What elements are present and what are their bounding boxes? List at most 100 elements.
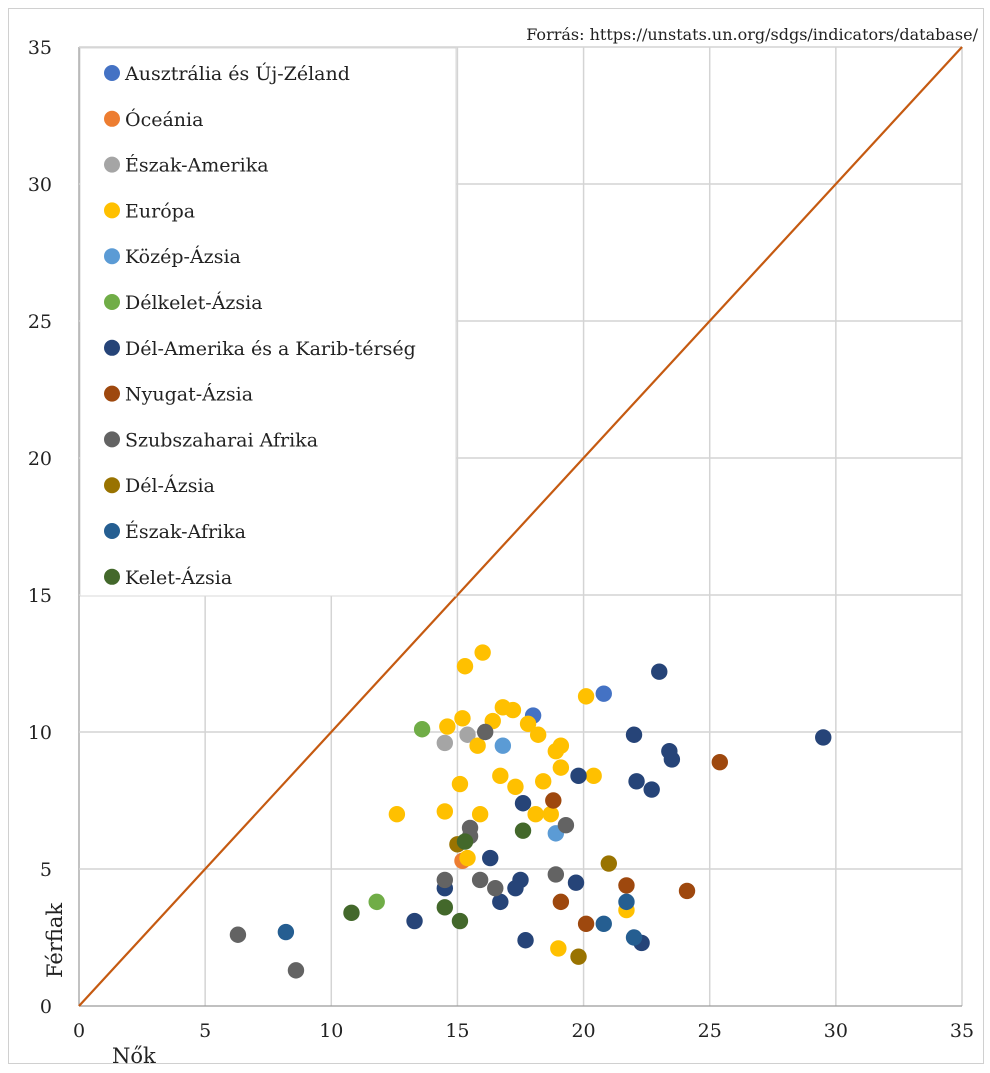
y-axis-title: Férfiak <box>43 903 67 978</box>
legend-marker <box>104 523 120 539</box>
data-point <box>577 915 595 932</box>
legend-box <box>79 47 457 597</box>
data-point <box>436 871 454 889</box>
data-point <box>343 904 360 922</box>
data-point <box>287 962 305 979</box>
data-point <box>476 723 494 741</box>
data-point <box>439 718 456 735</box>
data-point <box>628 773 645 790</box>
data-point <box>527 806 544 823</box>
legend-marker <box>104 65 120 81</box>
data-point <box>585 767 602 785</box>
data-point <box>552 759 570 776</box>
legend-entry-label: Óceánia <box>125 108 203 131</box>
reference-line-layer <box>78 46 963 1007</box>
data-point <box>454 710 471 727</box>
data-point <box>547 866 565 883</box>
legend-marker <box>104 431 120 448</box>
data-point <box>557 816 575 834</box>
data-point <box>471 871 489 889</box>
data-point <box>595 915 612 932</box>
x-tick-label: 5 <box>199 1020 211 1042</box>
y-tick-label: 5 <box>40 859 52 881</box>
data-point <box>711 753 729 771</box>
legend-entry-label: Európa <box>125 200 195 222</box>
data-point <box>514 822 532 839</box>
legend-entry-label: Kelet-Ázsia <box>125 566 232 589</box>
legend-entry-label: Dél-Ázsia <box>125 474 215 497</box>
data-point <box>550 940 567 957</box>
data-point <box>625 726 643 743</box>
data-point <box>459 849 476 867</box>
data-point <box>529 726 547 743</box>
data-point <box>482 849 499 867</box>
data-point <box>487 879 504 897</box>
data-point <box>459 726 476 743</box>
data-point <box>643 781 660 798</box>
legend-marker <box>104 202 120 219</box>
data-point <box>567 874 585 891</box>
x-axis-title: Nők <box>112 1044 156 1068</box>
legend-marker <box>104 248 120 265</box>
data-point <box>678 882 696 900</box>
data-point <box>535 773 552 790</box>
data-point <box>514 795 532 812</box>
source-note: Forrás: https://unstats.un.org/sdgs/indi… <box>526 25 978 44</box>
legend-entry-label: Észak-Amerika <box>125 154 269 177</box>
data-points <box>229 644 832 979</box>
data-point <box>388 806 406 823</box>
data-point <box>663 751 681 768</box>
legend-entry-label: Közép-Ázsia <box>125 245 241 268</box>
data-point <box>625 929 643 946</box>
legend-entry-label: Ausztrália és Új-Zéland <box>124 62 350 85</box>
data-point <box>456 658 474 675</box>
data-point <box>456 833 474 850</box>
legend-marker <box>104 156 120 173</box>
data-point <box>277 923 295 941</box>
x-tick-label: 20 <box>571 1020 595 1042</box>
data-point <box>570 948 587 965</box>
data-point <box>436 734 454 752</box>
data-point <box>547 742 565 760</box>
data-point <box>492 893 509 911</box>
data-point <box>436 899 454 916</box>
data-point <box>368 893 385 911</box>
y-tick-label: 25 <box>28 311 52 333</box>
data-point <box>413 721 431 738</box>
legend-entry-label: Szubszaharai Afrika <box>125 429 318 451</box>
legend-entry-label: Nyugat-Ázsia <box>125 383 253 406</box>
x-tick-label: 35 <box>950 1020 974 1042</box>
data-point <box>600 855 617 872</box>
x-tick-label: 0 <box>73 1020 85 1042</box>
data-point <box>570 767 587 785</box>
legend-entry-label: Délkelet-Ázsia <box>125 291 263 314</box>
data-point <box>618 877 635 894</box>
data-point <box>507 879 524 897</box>
data-point <box>507 778 524 795</box>
legend-marker <box>104 294 120 310</box>
data-point <box>504 701 522 719</box>
data-point <box>577 688 595 705</box>
data-point <box>492 767 509 785</box>
data-point <box>517 932 534 949</box>
data-point <box>552 893 570 911</box>
data-point <box>618 893 635 911</box>
y-tick-label: 15 <box>28 585 52 607</box>
legend-marker <box>104 339 120 356</box>
data-point <box>595 685 612 702</box>
x-tick-label: 10 <box>319 1020 343 1042</box>
x-tick-label: 30 <box>824 1020 848 1042</box>
data-point <box>229 926 247 943</box>
legend-marker <box>104 110 120 127</box>
data-point <box>542 806 559 823</box>
data-point <box>471 806 489 823</box>
data-point <box>545 792 562 809</box>
data-point <box>451 912 469 930</box>
x-tick-label: 15 <box>445 1020 469 1042</box>
y-tick-label: 30 <box>28 174 52 196</box>
legend-marker <box>104 477 120 494</box>
legend-marker <box>104 385 120 402</box>
legend: Ausztrália és Új-Zéland Óceánia Észak-Amer… <box>79 47 457 597</box>
